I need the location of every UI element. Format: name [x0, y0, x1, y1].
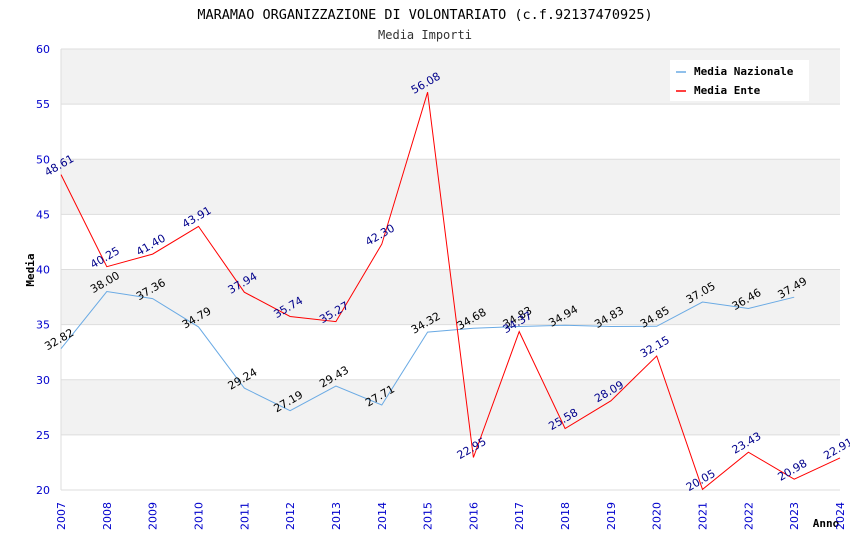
x-tick-label: 2023: [788, 502, 801, 530]
grid-band: [61, 379, 840, 435]
x-tick-label: 2018: [559, 502, 572, 530]
y-tick-label: 60: [36, 43, 50, 56]
x-tick-label: 2011: [238, 502, 251, 530]
grid-lines: [60, 48, 840, 491]
y-tick-label: 25: [36, 429, 50, 442]
data-label: 32.15: [638, 334, 672, 361]
series-lines: [60, 92, 841, 491]
x-tick-label: 2020: [651, 502, 664, 530]
x-tick-label: 2024: [834, 502, 847, 530]
data-label: 22.95: [455, 435, 489, 462]
x-tick-label: 2009: [147, 502, 160, 530]
y-axis-title: Media: [24, 253, 37, 286]
data-label: 40.25: [88, 244, 122, 271]
data-label: 42.30: [363, 222, 397, 249]
y-tick-label: 20: [36, 484, 50, 497]
legend: Media Nazionale Media Ente: [670, 60, 809, 101]
x-tick-label: 2017: [513, 502, 526, 530]
series-line-media-ente: [60, 92, 841, 491]
x-tick-label: 2019: [605, 502, 618, 530]
x-tick-label: 2008: [101, 502, 114, 530]
legend-label-media-nazionale: Media Nazionale: [694, 65, 794, 78]
x-tick-label: 2016: [467, 502, 480, 530]
grid-band: [61, 159, 840, 215]
y-tick-label: 50: [36, 153, 50, 166]
y-tick-label: 55: [36, 98, 50, 111]
x-axis-ticks: 2007 2008 2009 2010 2011 2012 2013 2014 2015 2016…: [55, 502, 847, 530]
x-tick-label: 2013: [330, 502, 343, 530]
y-axis-ticks: 20 25 30 35 40 45 50 55 60: [36, 43, 50, 497]
data-label: 22.91: [821, 435, 850, 462]
chart-subtitle: Media Importi: [378, 28, 472, 42]
x-tick-label: 2007: [55, 502, 68, 530]
y-tick-label: 40: [36, 264, 50, 277]
x-axis-title: Anno: [813, 517, 840, 530]
plot-bands: [61, 49, 840, 435]
data-label: 20.98: [776, 457, 810, 484]
y-tick-label: 35: [36, 319, 50, 332]
x-tick-label: 2014: [376, 502, 389, 530]
x-tick-label: 2012: [284, 502, 297, 530]
x-tick-label: 2021: [697, 502, 710, 530]
x-tick-label: 2022: [742, 502, 755, 530]
y-tick-label: 30: [36, 374, 50, 387]
x-tick-label: 2010: [192, 502, 205, 530]
series-line-media-nazionale: [60, 290, 795, 412]
chart-title: MARAMAO ORGANIZZAZIONE DI VOLONTARIATO (…: [197, 7, 652, 23]
legend-box: [670, 60, 809, 101]
legend-label-media-ente: Media Ente: [694, 84, 761, 97]
x-tick-label: 2015: [422, 502, 435, 530]
y-tick-label: 45: [36, 208, 50, 221]
